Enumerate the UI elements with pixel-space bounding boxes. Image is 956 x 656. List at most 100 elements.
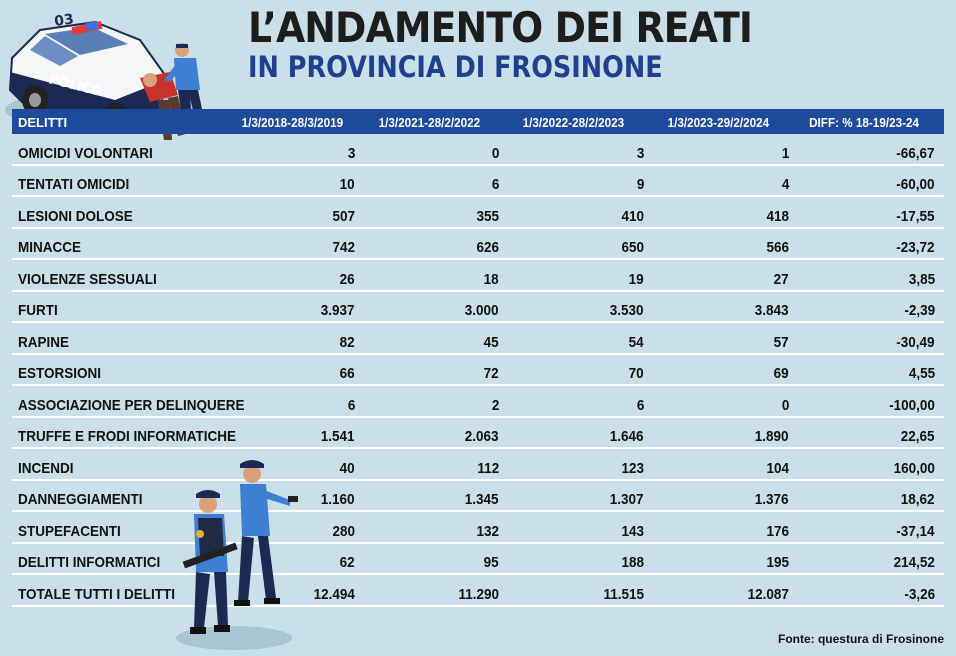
table-cell: 26 bbox=[339, 270, 355, 288]
row-label: RAPINE bbox=[18, 333, 70, 351]
table-cell: 160,00 bbox=[893, 459, 935, 477]
table-row: RAPINE 82 45 54 57 -30,49 bbox=[12, 323, 944, 355]
table-row: DANNEGGIAMENTI 1.160 1.345 1.307 1.376 18,62 bbox=[12, 481, 944, 512]
table-cell: 62 bbox=[339, 554, 355, 571]
table-cell: 6 bbox=[347, 396, 355, 414]
table-cell: 18,62 bbox=[901, 491, 935, 508]
police-officers-illustration bbox=[176, 460, 298, 650]
table-cell: 3.843 bbox=[755, 302, 789, 319]
table-cell: 3,85 bbox=[908, 270, 935, 288]
table-cell: -30,49 bbox=[896, 333, 935, 351]
row-label: FURTI bbox=[18, 302, 58, 319]
table-cell: 1.345 bbox=[465, 491, 499, 508]
table-cell: 12.494 bbox=[313, 585, 355, 603]
table-cell: 22,65 bbox=[901, 428, 935, 445]
table-cell: 1.376 bbox=[755, 491, 789, 508]
table-cell: 1 bbox=[781, 144, 789, 162]
table-cell: -17,55 bbox=[896, 207, 935, 225]
table-row: FURTI 3.937 3.000 3.530 3.843 -2,39 bbox=[12, 292, 944, 323]
table-header: DELITTI 1/3/2018-28/3/2019 1/3/2021-28/2… bbox=[12, 109, 944, 134]
table-cell: 3 bbox=[347, 144, 355, 162]
table-cell: 57 bbox=[773, 333, 789, 351]
table-cell: 45 bbox=[483, 333, 499, 351]
table-cell: 418 bbox=[766, 207, 789, 225]
table-row: TOTALE TUTTI I DELITTI 12.494 11.290 11.515… bbox=[12, 575, 944, 607]
table-cell: 4,55 bbox=[908, 365, 935, 382]
table-cell: 27 bbox=[773, 270, 789, 288]
table-row: ASSOCIAZIONE PER DELINQUERE 6 2 6 0 -100,00 bbox=[12, 386, 944, 418]
table-cell: 0 bbox=[491, 144, 499, 162]
table-cell: 143 bbox=[621, 522, 644, 540]
table-cell: 214,52 bbox=[893, 554, 935, 571]
row-label: VIOLENZE SESSUALI bbox=[18, 270, 157, 288]
table-cell: 742 bbox=[332, 239, 355, 256]
table-cell: 3.937 bbox=[321, 302, 355, 319]
table-row: VIOLENZE SESSUALI 26 18 19 27 3,85 bbox=[12, 260, 944, 292]
header-cell: 1/3/2021-28/2/2022 bbox=[378, 114, 480, 130]
table-cell: 1.890 bbox=[755, 428, 789, 445]
table-cell: 355 bbox=[476, 207, 499, 225]
table-cell: 6 bbox=[636, 396, 644, 414]
table-cell: 72 bbox=[483, 365, 499, 382]
table-cell: 188 bbox=[621, 554, 644, 571]
table-cell: 11.515 bbox=[603, 585, 644, 603]
row-label: MINACCE bbox=[18, 239, 81, 256]
table-cell: -66,67 bbox=[896, 144, 935, 162]
table-cell: 66 bbox=[339, 365, 355, 382]
table-cell: 626 bbox=[476, 239, 499, 256]
table-cell: -37,14 bbox=[896, 522, 935, 540]
table-cell: 70 bbox=[628, 365, 644, 382]
table-cell: -3,26 bbox=[904, 585, 935, 603]
row-label: TOTALE TUTTI I DELITTI bbox=[18, 585, 175, 603]
chart-title: L’ANDAMENTO DEI REATI IN PROVINCIA DI FR… bbox=[248, 2, 808, 82]
row-label: INCENDI bbox=[18, 459, 74, 477]
table-cell: 12.087 bbox=[747, 585, 789, 603]
table-cell: 82 bbox=[339, 333, 355, 351]
header-cell: 1/3/2023-29/2/2024 bbox=[667, 114, 770, 130]
table-cell: 123 bbox=[621, 459, 644, 477]
table-cell: 4 bbox=[781, 176, 789, 193]
table-cell: 10 bbox=[339, 176, 355, 193]
table-row: MINACCE 742 626 650 566 -23,72 bbox=[12, 229, 944, 260]
table-cell: 3.530 bbox=[610, 302, 644, 319]
table-cell: -100,00 bbox=[889, 396, 935, 414]
table-cell: 410 bbox=[621, 207, 644, 225]
row-label: STUPEFACENTI bbox=[18, 522, 121, 540]
row-label: TENTATI OMICIDI bbox=[18, 176, 130, 193]
table-cell: 3 bbox=[636, 144, 644, 162]
table-cell: 195 bbox=[766, 554, 789, 571]
row-label: DELITTI INFORMATICI bbox=[18, 554, 161, 571]
header-cell: DELITTI bbox=[18, 114, 68, 130]
table-cell: 3.000 bbox=[465, 302, 499, 319]
table-row: LESIONI DOLOSE 507 355 410 418 -17,55 bbox=[12, 197, 944, 229]
table-cell: 280 bbox=[332, 522, 355, 540]
header-cell: DIFF: % 18-19/23-24 bbox=[809, 114, 919, 130]
header-cell: 1/3/2018-28/3/2019 bbox=[241, 114, 343, 130]
table-cell: 54 bbox=[628, 333, 644, 351]
table-row: INCENDI 40 112 123 104 160,00 bbox=[12, 449, 944, 481]
row-label: LESIONI DOLOSE bbox=[18, 207, 133, 225]
source-note: Fonte: questura di Frosinone bbox=[777, 632, 944, 646]
table-cell: 112 bbox=[477, 459, 499, 477]
table-cell: 6 bbox=[491, 176, 499, 193]
table-body: OMICIDI VOLONTARI 3 0 3 1 -66,67 TENTATI OMICI… bbox=[12, 134, 944, 607]
table-cell: 1.307 bbox=[610, 491, 644, 508]
table-cell: 2.063 bbox=[465, 428, 499, 445]
title-line2: IN PROVINCIA DI FROSINONE bbox=[248, 50, 663, 84]
table-row: DELITTI INFORMATICI 62 95 188 195 214,52 bbox=[12, 544, 944, 575]
table-cell: 1.541 bbox=[321, 428, 355, 445]
table-cell: 132 bbox=[476, 522, 499, 540]
table-cell: 18 bbox=[483, 270, 499, 288]
table-cell: 507 bbox=[332, 207, 355, 225]
table-cell: 1.160 bbox=[321, 491, 355, 508]
table-row: ESTORSIONI 66 72 70 69 4,55 bbox=[12, 355, 944, 386]
table-cell: 19 bbox=[628, 270, 644, 288]
table-cell: 40 bbox=[339, 459, 355, 477]
table-cell: -60,00 bbox=[896, 176, 935, 193]
table-cell: 2 bbox=[491, 396, 499, 414]
table-cell: 11.290 bbox=[458, 585, 499, 603]
table-row: TENTATI OMICIDI 10 6 9 4 -60,00 bbox=[12, 166, 944, 197]
header-cell: 1/3/2022-28/2/2023 bbox=[522, 114, 625, 130]
table-cell: 566 bbox=[766, 239, 789, 256]
row-label: TRUFFE E FRODI INFORMATICHE bbox=[18, 428, 236, 445]
